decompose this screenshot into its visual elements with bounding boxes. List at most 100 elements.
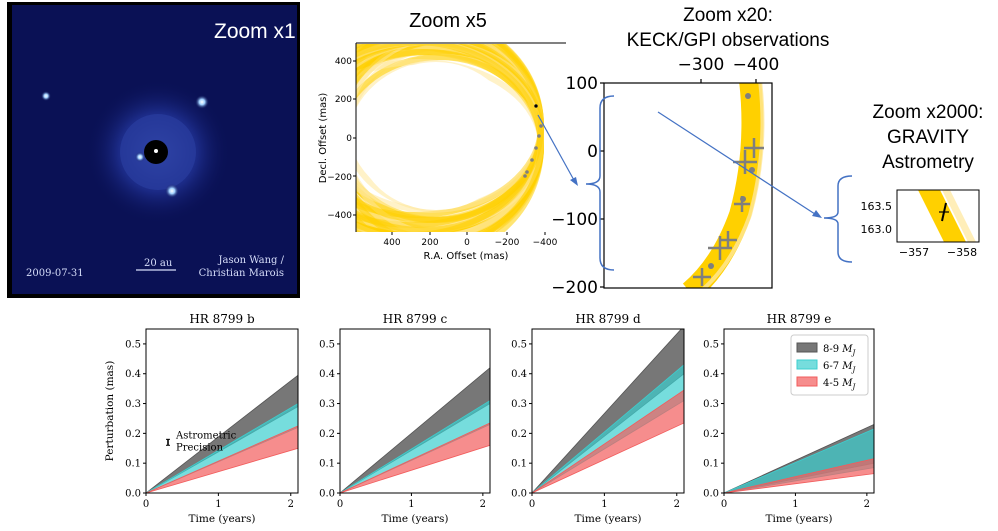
- y-tick-label: 0.1: [125, 459, 141, 470]
- legend-label: 4-5 MJ: [823, 378, 857, 391]
- x-axis-label: Time (years): [766, 513, 833, 525]
- chart-3: HR 8799 d 0.0 0.1 0.2 0.3 0.4 0.5 0 1 2 Time (year…: [511, 312, 685, 525]
- y-tick-label: 0.4: [125, 369, 141, 380]
- astrometry-point: [539, 124, 543, 128]
- zoom-x1-label: Zoom x1: [214, 20, 296, 43]
- legend-label: 8-9 MJ: [823, 344, 857, 357]
- x-tick-label: 2: [864, 499, 870, 510]
- precision-annotation-line2: Precision: [176, 442, 224, 453]
- arrow-to-zoom20: [537, 114, 576, 183]
- y-tick-label: 0.0: [703, 489, 719, 500]
- plot-area: [146, 374, 298, 493]
- chart-4: HR 8799 e 0.0 0.1 0.2 0.3 0.4 0.5 0 1 2 Time (year…: [703, 312, 875, 525]
- zoom5-ytick-4: −400: [327, 211, 352, 221]
- chart-title: HR 8799 d: [575, 312, 641, 326]
- arrowhead-zoom2000: [812, 210, 822, 218]
- axes-frame: [531, 328, 685, 494]
- zoom5-ylabel: Decl. Offset (mas): [318, 93, 329, 184]
- astrometry-point: [530, 158, 534, 162]
- credit-line-1: Jason Wang /: [217, 255, 284, 266]
- sky-date-label: 2009-07-31: [26, 268, 84, 279]
- planet-b: [41, 91, 51, 101]
- zoom2000-orbit-band: [918, 190, 976, 242]
- chart-title: HR 8799 e: [767, 312, 832, 326]
- y-axis-label: Perturbation (mas): [104, 361, 116, 462]
- band-4-5-m_j: [146, 425, 298, 493]
- plot-area: [340, 367, 490, 493]
- zoom20-ytick-1: 0: [587, 142, 598, 162]
- planet-d: [165, 184, 179, 198]
- chart-title: HR 8799 c: [383, 312, 448, 326]
- zoom5-xtick-0: 400: [383, 238, 400, 248]
- zoom20-title-line1: Zoom x20:: [683, 5, 773, 26]
- x-tick-label: 1: [601, 499, 607, 510]
- y-tick-label: 0.2: [703, 429, 719, 440]
- y-tick-label: 0.3: [511, 399, 527, 410]
- band-4-5-m_j: [532, 389, 684, 493]
- zoom20-ticks: [600, 79, 757, 288]
- zoom5-title: Zoom x5: [409, 10, 487, 32]
- y-tick-label: 0.5: [511, 339, 527, 350]
- zoom5-ytick-0: 400: [335, 57, 352, 67]
- x-axis-label: Time (years): [575, 513, 642, 525]
- astrometry-point: [534, 146, 538, 150]
- y-tick-label: 0.3: [319, 399, 335, 410]
- legend-swatch: [796, 359, 818, 370]
- axes-frame: [723, 328, 875, 494]
- zoom20-panel: Zoom x20: KECK/GPI observations −300 −40…: [551, 5, 829, 298]
- sky-image-panel: Zoom x1 2009-07-31 20 au Jason Wang / Ch…: [7, 2, 300, 298]
- zoom20-xtick-1: −400: [733, 55, 780, 75]
- plot-area: [532, 329, 684, 493]
- orbit-arc-edge: [701, 83, 765, 288]
- y-tick-label: 0.1: [511, 459, 527, 470]
- y-tick-label: 0.1: [703, 459, 719, 470]
- orbit-band: [918, 190, 966, 242]
- chart-2: HR 8799 c 0.0 0.1 0.2 0.3 0.4 0.5 0 1 2 Time (year…: [319, 312, 491, 525]
- legend-label: 6-7 MJ: [823, 361, 857, 374]
- zoom20-title-line2: KECK/GPI observations: [627, 30, 830, 51]
- orbit-band-edge: [942, 190, 976, 242]
- x-tick-label: 1: [408, 499, 414, 510]
- axes-frame: [339, 328, 491, 494]
- legend-swatch: [796, 376, 818, 387]
- zoom5-xtick-1: 200: [421, 238, 438, 248]
- x-tick-label: 0: [337, 499, 343, 510]
- astrometry-point: [523, 174, 527, 178]
- band-4-5-m_j: [340, 422, 490, 493]
- arrow-to-zoom2000: [657, 111, 819, 217]
- band-4-5-m_j: [724, 458, 874, 493]
- zoom2000-panel: Zoom x2000: GRAVITY Astrometry 163.5 163…: [861, 102, 984, 259]
- planet-e: [135, 152, 145, 162]
- x-tick-label: 2: [674, 499, 680, 510]
- bracket-zoom20: [585, 95, 615, 271]
- x-tick-label: 0: [721, 499, 727, 510]
- planet-c: [195, 95, 209, 109]
- precision-annotation-line1: Astrometric: [175, 430, 237, 441]
- axes-frame: [145, 328, 299, 494]
- zoom5-xtick-4: −400: [533, 238, 558, 248]
- zoom2000-frame: [896, 189, 980, 243]
- orbit-arc: [682, 83, 764, 288]
- y-tick-label: 0.2: [125, 429, 141, 440]
- astrometry-point: [537, 134, 541, 138]
- bracket-zoom2000: [823, 175, 853, 263]
- zoom20-ytick-2: −100: [551, 210, 598, 230]
- x-tick-label: 0: [143, 499, 149, 510]
- x-tick-label: 0: [529, 499, 535, 510]
- y-tick-label: 0.0: [511, 489, 527, 500]
- chart-1: HR 8799 b 0.0 0.1 0.2 0.3 0.4 0.5 0 1 2 Time (year…: [104, 312, 299, 525]
- y-tick-label: 0.3: [125, 399, 141, 410]
- y-tick-label: 0.5: [125, 339, 141, 350]
- astrometry-point: [740, 196, 746, 202]
- zoom2000-xtick-0: −357: [899, 246, 929, 259]
- zoom20-ytick-0: 100: [566, 74, 598, 94]
- scale-bar-label: 20 au: [144, 258, 173, 269]
- zoom2000-title-line3: Astrometry: [882, 152, 974, 173]
- zoom20-xtick-0: −300: [678, 55, 725, 75]
- zoom2000-xtick-1: −358: [947, 246, 977, 259]
- zoom5-ytick-2: 0: [346, 134, 352, 144]
- zoom2000-title-line2: GRAVITY: [887, 127, 969, 148]
- y-tick-label: 0.2: [319, 429, 335, 440]
- x-tick-label: 1: [792, 499, 798, 510]
